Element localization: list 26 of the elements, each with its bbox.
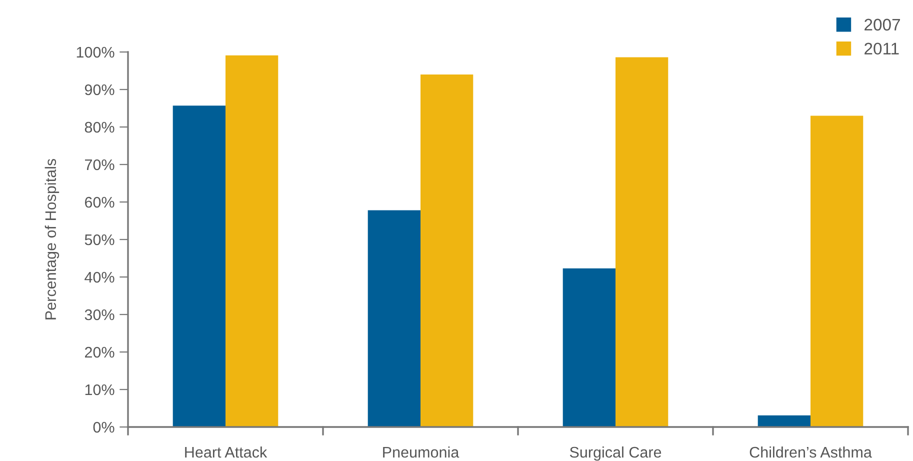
bar [616,57,668,427]
y-tick-label: 70% [85,159,114,170]
bar [368,210,420,427]
x-tick-label: Surgical Care [570,446,662,461]
y-tick-label: 20% [84,346,114,358]
legend-label: 2007 [864,18,900,31]
y-tick-label: 90% [84,84,114,96]
bar [562,268,616,427]
y-tick-label: 100% [76,46,114,58]
y-tick-label: 30% [84,309,114,320]
bar [172,106,226,427]
bar [226,55,278,427]
y-tick-label: 40% [84,272,114,283]
x-tick-label: Heart Attack [185,446,268,458]
bar [420,74,474,427]
y-tick-label: 0% [93,422,114,433]
bar [810,116,864,427]
y-tick-label: 80% [84,122,114,133]
legend-label: 2011 [864,42,899,55]
y-tick-label: 50% [84,234,114,246]
x-tick-label: Children’s Asthma [750,446,872,458]
y-tick-label: 60% [85,196,114,208]
bar [758,415,810,427]
y-tick-label: 10% [85,384,114,396]
y-axis-title: Percentage of Hospitals [44,158,60,320]
x-tick-label: Pneumonia [383,446,460,458]
